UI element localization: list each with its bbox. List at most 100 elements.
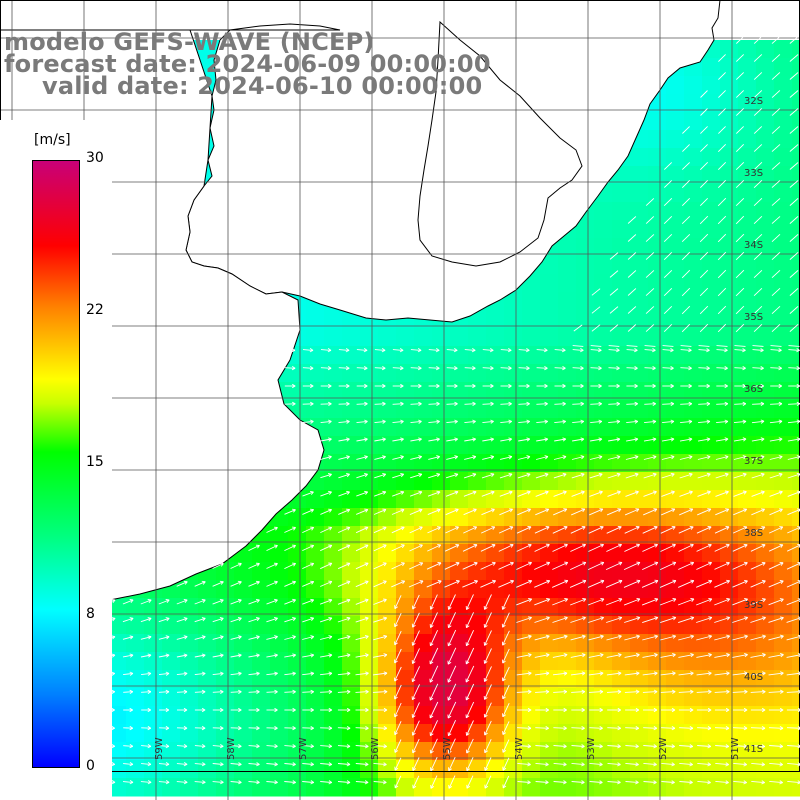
wind-cell [342,724,361,743]
wind-cell [720,166,739,185]
wind-cell [378,616,397,635]
wind-cell [702,778,721,797]
wind-cell [612,706,631,725]
wind-cell [666,148,685,167]
wind-cell [252,616,271,635]
wind-cell [630,778,649,797]
wind-cell [486,346,505,365]
wind-cell [324,310,343,329]
wind-cell [702,400,721,419]
wind-cell [288,562,307,581]
wind-cell [774,400,793,419]
wind-cell [576,238,595,257]
wind-cell [540,310,559,329]
legend-tick-22: 22 [86,302,104,318]
wind-cell [756,490,775,509]
wind-cell [126,778,145,797]
wind-cell [396,544,415,563]
wind-cell [684,616,703,635]
wind-cell [396,562,415,581]
wind-cell [756,238,775,257]
wind-cell [720,382,739,401]
wind-cell [720,472,739,491]
wind-cell [522,382,541,401]
wind-cell [666,328,685,347]
wind-cell [738,364,757,383]
wind-cell [684,184,703,203]
wind-cell [504,508,523,527]
wind-cell [558,706,577,725]
wind-cell [522,616,541,635]
wind-cell [360,526,379,545]
wind-cell [324,400,343,419]
wind-cell [126,634,145,653]
wind-cell [612,184,631,203]
wind-cell [774,40,793,59]
wind-cell [702,616,721,635]
wind-cell [576,616,595,635]
wind-cell [486,400,505,419]
wind-cell [756,724,775,743]
wind-cell [342,544,361,563]
lat-label: 35S [744,312,763,323]
wind-cell [594,544,613,563]
wind-cell [378,778,397,797]
wind-cell [792,346,800,365]
wind-cell [666,166,685,185]
wind-cell [792,328,800,347]
wind-cell [558,256,577,275]
wind-cell [324,526,343,545]
wind-cell [216,580,235,599]
wind-cell [756,454,775,473]
wind-cell [324,616,343,635]
wind-cell [594,616,613,635]
wind-cell [414,472,433,491]
wind-cell [324,778,343,797]
wind-cell [576,256,595,275]
wind-cell [684,472,703,491]
wind-cell [756,760,775,779]
wind-cell [738,544,757,563]
wind-cell [738,292,757,311]
wind-cell [558,688,577,707]
wind-cell [216,760,235,779]
wind-cell [684,364,703,383]
wind-cell [198,40,217,59]
lon-label: 51W [730,737,741,760]
wind-cell [612,562,631,581]
wind-cell [468,490,487,509]
wind-cell [612,220,631,239]
wind-cell [774,184,793,203]
wind-cell [666,544,685,563]
wind-cell [720,76,739,95]
wind-cell [630,562,649,581]
wind-cell [126,652,145,671]
wind-cell [270,562,289,581]
wind-cell [234,760,253,779]
wind-cell [540,562,559,581]
wind-cell [486,544,505,563]
wind-cell [630,364,649,383]
wind-cell [378,526,397,545]
wind-cell [324,706,343,725]
wind-cell [306,508,325,527]
wind-cell [630,220,649,239]
wind-cell [648,256,667,275]
wind-cell [414,436,433,455]
wind-cell [594,562,613,581]
wind-cell [396,508,415,527]
wind-cell [792,130,800,149]
wind-cell [792,364,800,383]
wind-cell [630,688,649,707]
wind-cell [702,310,721,329]
wind-cell [504,544,523,563]
wind-cell [756,148,775,167]
wind-cell [360,706,379,725]
wind-cell [414,580,433,599]
wind-cell [450,436,469,455]
wind-cell [234,580,253,599]
wind-cell [342,616,361,635]
wind-cell [378,562,397,581]
wind-cell [648,310,667,329]
